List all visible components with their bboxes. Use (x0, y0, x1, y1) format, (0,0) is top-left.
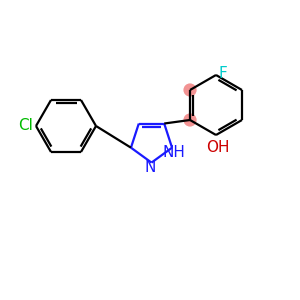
Text: OH: OH (206, 140, 229, 155)
Circle shape (183, 113, 196, 127)
Text: Cl: Cl (18, 118, 33, 134)
Text: NH: NH (162, 145, 185, 160)
Text: N: N (144, 160, 156, 175)
Text: F: F (218, 66, 227, 81)
Circle shape (183, 83, 196, 97)
